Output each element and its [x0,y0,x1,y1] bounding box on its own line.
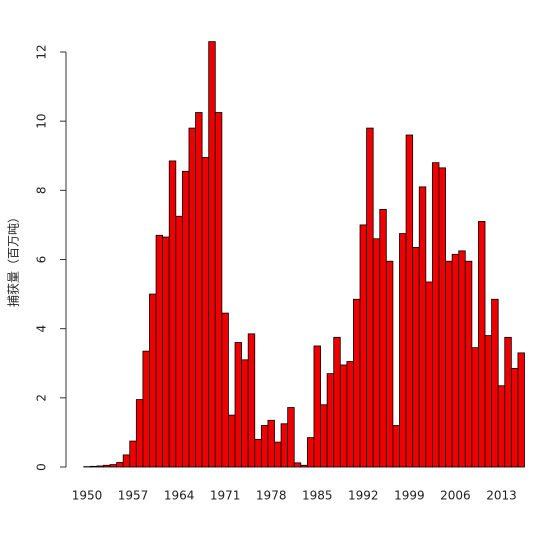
bar [89,465,98,468]
x-tick-label: 2013 [486,489,517,503]
bar [267,419,275,468]
bar [241,359,249,468]
x-tick-label: 1957 [118,489,149,503]
bar [254,438,262,468]
y-tick-label: 2 [35,394,49,402]
bar [353,298,361,468]
bar [405,134,414,468]
bar [221,312,229,468]
bar [431,162,440,468]
bar [149,293,157,468]
bar [497,385,506,468]
x-tick-label: 1985 [302,489,333,503]
bar [366,127,374,468]
bar [333,336,341,468]
y-tick-label: 8 [35,187,49,195]
bar [162,236,170,468]
y-tick-label: 4 [35,325,49,333]
bar [385,260,394,468]
bar [484,335,493,468]
bar [155,234,164,468]
x-tick-label: 1999 [394,489,425,503]
bar [478,221,486,468]
bar [188,127,196,468]
bar [201,157,210,468]
bar [116,462,124,468]
bar [438,167,446,468]
bar [142,350,150,468]
y-tick-label: 6 [35,256,49,264]
bar [234,342,242,468]
bar [168,160,177,468]
x-tick-label: 1992 [348,489,379,503]
bar [195,112,203,468]
y-tick-label: 0 [35,463,49,471]
bar [359,224,368,468]
bar [339,364,348,468]
bar [504,336,512,468]
x-tick-label: 2006 [440,489,471,503]
bar [247,333,256,468]
bar [103,464,111,468]
bar [464,260,473,468]
bar [228,414,236,468]
y-tick-label: 10 [35,114,49,129]
bar [293,462,302,468]
bar [122,454,131,468]
bar [260,425,269,468]
bar [214,112,223,468]
bar [109,464,117,468]
x-tick-label: 1971 [210,489,241,503]
bar [451,253,460,468]
bar [510,368,519,468]
x-tick-label: 1950 [72,489,103,503]
bar [181,170,190,468]
bar [399,233,407,468]
bar [280,423,289,468]
bar [129,440,137,468]
bar [458,250,466,468]
bar [471,347,479,468]
x-tick-label: 1978 [256,489,287,503]
bar [320,404,328,468]
bar [346,361,354,468]
bar [517,352,525,468]
bar [392,425,400,468]
bar [418,186,427,468]
bar [425,281,433,468]
bar [287,407,295,468]
x-tick-label: 1964 [164,489,195,503]
bar [306,437,315,468]
bar [175,215,183,468]
bar [326,373,335,468]
bar [445,260,453,468]
bar [274,441,282,468]
bar [491,298,499,468]
bar [313,345,321,468]
bar [208,41,216,468]
y-tick-label: 12 [35,44,49,59]
bar [96,465,104,468]
bar [135,399,144,468]
y-axis-label: 捕获量（百万吨） [6,211,21,307]
bar [300,464,308,468]
bar [372,238,381,468]
bar [412,246,420,468]
bar [379,208,387,468]
